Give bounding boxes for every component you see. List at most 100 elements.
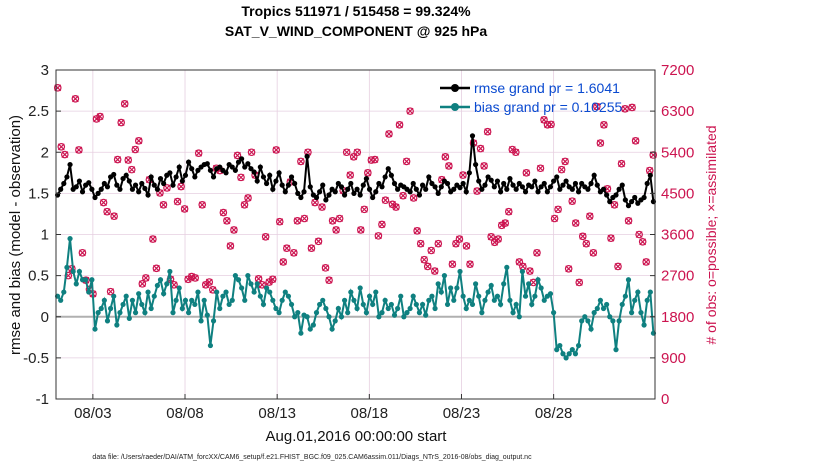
rmse-series-point bbox=[376, 180, 382, 187]
obs-assimilated-point bbox=[272, 146, 280, 154]
obs-assimilated-point bbox=[396, 121, 403, 129]
obs-possible-point bbox=[402, 157, 411, 166]
bias-series-point bbox=[460, 293, 466, 299]
bias-series-point bbox=[201, 297, 207, 303]
rmse-series-point bbox=[248, 166, 254, 172]
obs-possible-point bbox=[325, 276, 333, 284]
rmse-series-point bbox=[444, 180, 451, 187]
obs-possible-point bbox=[96, 112, 104, 121]
obs-possible-point bbox=[392, 203, 400, 211]
obs-assimilated-point bbox=[311, 199, 319, 206]
bias-series-point bbox=[404, 310, 410, 316]
rmse-series-point bbox=[58, 186, 64, 192]
obs-possible-point bbox=[621, 105, 629, 113]
obs-possible-point bbox=[131, 145, 140, 154]
rmse-series-point bbox=[273, 178, 279, 184]
bias-series-point bbox=[320, 297, 326, 303]
rmse-series-point bbox=[435, 190, 441, 196]
bias-series-point bbox=[551, 310, 557, 316]
rmse-series-point bbox=[323, 197, 329, 203]
rmse-series-point bbox=[366, 186, 373, 192]
obs-possible-point bbox=[526, 267, 534, 275]
bias-series-point bbox=[298, 330, 304, 336]
bias-series-point bbox=[304, 314, 310, 320]
obs-assimilated-point bbox=[593, 103, 601, 110]
obs-possible-point bbox=[445, 162, 453, 170]
bias-series-point bbox=[195, 289, 201, 295]
rmse-series-point bbox=[207, 167, 214, 173]
bias-series-point bbox=[410, 293, 416, 299]
rmse-series-point bbox=[229, 164, 235, 170]
bias-series-point bbox=[557, 342, 563, 349]
bias-series-point bbox=[292, 314, 298, 320]
obs-possible-point bbox=[399, 191, 407, 200]
obs-assimilated-point bbox=[258, 281, 266, 289]
obs-possible-point bbox=[642, 258, 650, 266]
rmse-series-point bbox=[123, 172, 129, 178]
bias-series-point bbox=[423, 312, 429, 318]
bias-series-point bbox=[373, 289, 379, 295]
rmse-series-point bbox=[267, 172, 273, 178]
obs-assimilated-point bbox=[103, 208, 111, 216]
obs-assimilated-point bbox=[441, 153, 449, 161]
bias-series-point bbox=[604, 301, 610, 308]
obs-possible-point bbox=[113, 155, 122, 164]
rmse-series-point bbox=[195, 167, 201, 173]
obs-possible-point bbox=[360, 205, 369, 214]
bias-series-point bbox=[569, 347, 575, 353]
obs-assimilated-point bbox=[198, 201, 206, 209]
bias-series-point bbox=[395, 305, 401, 312]
rmse-series-point bbox=[189, 166, 195, 172]
y-axis-label: rmse and bias (model - observation) bbox=[7, 115, 24, 355]
bias-series-point bbox=[401, 314, 407, 320]
rmse-series-point bbox=[419, 182, 426, 188]
obs-assimilated-point bbox=[589, 249, 597, 257]
bias-series-point bbox=[535, 277, 541, 283]
obs-possible-point bbox=[638, 238, 647, 246]
obs-possible-point bbox=[152, 264, 161, 273]
obs-possible-point bbox=[501, 219, 510, 227]
bias-series-point bbox=[391, 312, 398, 318]
rmse-series-point bbox=[494, 178, 501, 184]
obs-assimilated-point bbox=[484, 128, 492, 136]
rmse-series-point bbox=[622, 197, 628, 203]
obs-possible-point bbox=[293, 216, 302, 225]
obs-assimilated-point bbox=[181, 205, 189, 213]
obs-assimilated-point bbox=[434, 240, 442, 248]
obs-assimilated-point bbox=[618, 160, 625, 168]
obs-possible-point bbox=[53, 84, 62, 92]
obs-assimilated-point bbox=[149, 235, 157, 243]
obs-possible-point bbox=[448, 260, 457, 269]
bias-series-point bbox=[473, 281, 479, 287]
obs-possible-point bbox=[593, 102, 601, 111]
rmse-series-point bbox=[625, 203, 632, 209]
rmse-series-point bbox=[410, 180, 416, 187]
y-tick-label: 1 bbox=[41, 227, 49, 244]
bias-series-point bbox=[288, 301, 295, 308]
rmse-series-point bbox=[407, 189, 413, 195]
bias-series-point bbox=[416, 310, 423, 316]
obs-possible-point bbox=[106, 287, 115, 296]
obs-possible-point bbox=[607, 234, 615, 242]
bias-series-point bbox=[616, 318, 622, 324]
bias-series-point bbox=[132, 310, 139, 316]
obs-possible-point bbox=[120, 100, 129, 108]
obs-assimilated-point bbox=[283, 244, 291, 252]
bias-series-point bbox=[554, 347, 560, 353]
bias-series-point bbox=[335, 305, 341, 312]
bias-series-point bbox=[476, 293, 482, 299]
bias-series-point bbox=[242, 297, 248, 303]
obs-assimilated-point bbox=[547, 120, 555, 128]
obs-possible-point bbox=[504, 207, 513, 216]
obs-possible-point bbox=[624, 216, 633, 225]
bias-series-point bbox=[179, 305, 185, 312]
obs-possible-point bbox=[466, 260, 474, 269]
obs-assimilated-point bbox=[572, 219, 580, 227]
bias-series-point bbox=[329, 326, 335, 332]
obs-possible-point bbox=[71, 94, 80, 103]
rmse-series-point bbox=[292, 180, 298, 187]
obs-assimilated-point bbox=[152, 264, 160, 272]
bias-series-point bbox=[89, 277, 95, 283]
bias-series-point bbox=[176, 285, 182, 291]
obs-assimilated-point bbox=[195, 149, 203, 157]
